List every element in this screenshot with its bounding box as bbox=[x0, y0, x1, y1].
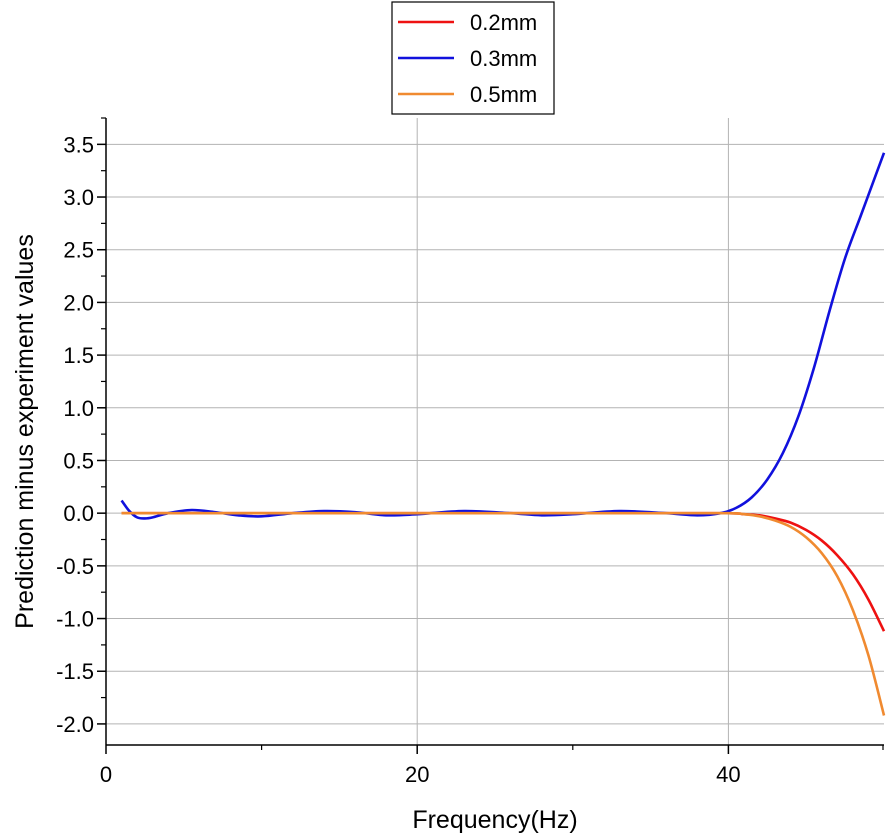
y-tick-label: 0.5 bbox=[63, 448, 94, 473]
ticks: -2.0 -1.5 -1.0 -0.5 0.0 0.5 1.0 1.5 2.0 2.5 3.0 3.5… bbox=[56, 117, 884, 787]
y-tick-label: 1.0 bbox=[63, 396, 94, 421]
y-tick-label: 3.0 bbox=[63, 185, 94, 210]
legend-label: 0.2mm bbox=[470, 10, 537, 35]
y-axis-title: Prediction minus experiment values bbox=[11, 234, 39, 629]
y-tick-label: 1.5 bbox=[63, 343, 94, 368]
x-tick-label: 40 bbox=[716, 762, 740, 787]
y-tick-label: 2.5 bbox=[63, 238, 94, 263]
legend-label: 0.3mm bbox=[470, 46, 537, 71]
series-line-0.5mm bbox=[121, 511, 886, 716]
gridlines bbox=[106, 118, 884, 745]
x-tick-label: 20 bbox=[405, 762, 429, 787]
y-tick-label: -0.5 bbox=[56, 554, 94, 579]
legend-label: 0.5mm bbox=[470, 82, 537, 107]
x-axis-title: Frequency(Hz) bbox=[412, 806, 577, 834]
y-tick-label: 0.0 bbox=[63, 501, 94, 526]
y-tick-label: 2.0 bbox=[63, 290, 94, 315]
y-tick-label: -1.0 bbox=[56, 607, 94, 632]
x-tick-label: 0 bbox=[100, 762, 112, 787]
axes bbox=[105, 118, 884, 746]
series-lines bbox=[120, 152, 886, 716]
series-line-0.3mm bbox=[120, 152, 886, 520]
y-tick-label: -1.5 bbox=[56, 659, 94, 684]
series-line-0.2mm bbox=[121, 511, 886, 632]
y-tick-label: 3.5 bbox=[63, 132, 94, 157]
y-tick-label: -2.0 bbox=[56, 712, 94, 737]
legend: 0.2mm 0.3mm 0.5mm bbox=[391, 1, 555, 115]
